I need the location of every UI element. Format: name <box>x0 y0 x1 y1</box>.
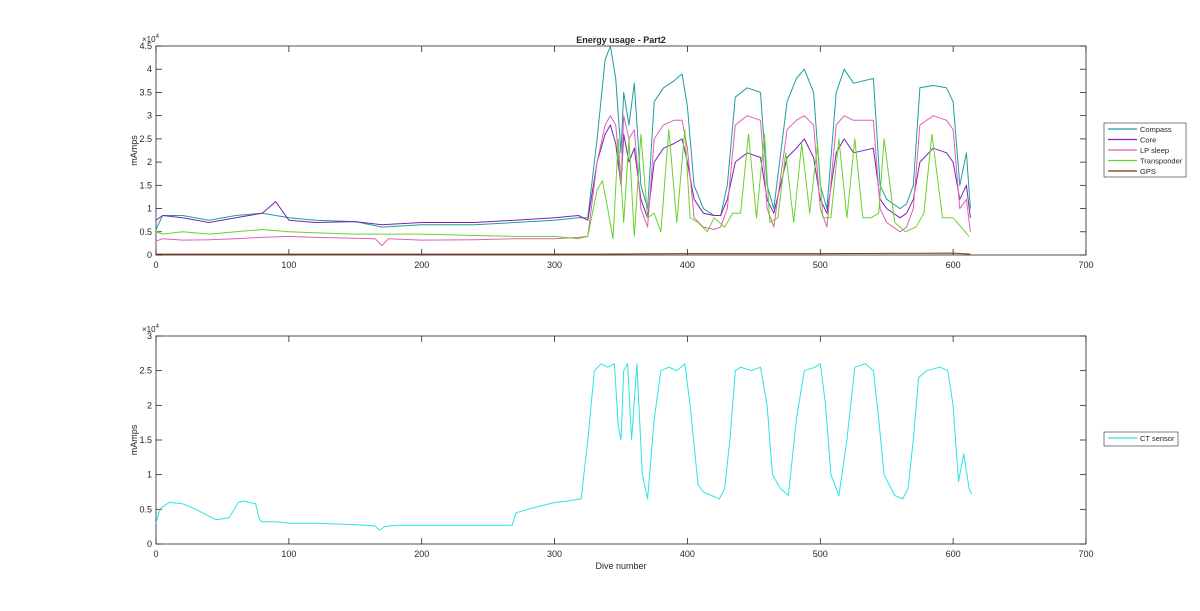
x-tick-label: 100 <box>281 549 296 559</box>
y-tick-label: 0 <box>147 539 152 549</box>
x-tick-label: 700 <box>1078 260 1093 270</box>
y-tick-label: 2 <box>147 400 152 410</box>
legend-label: CT sensor <box>1140 434 1175 443</box>
x-tick-label: 300 <box>547 260 562 270</box>
series-line-compass <box>156 46 971 230</box>
y-exponent-label: ×104 <box>142 324 160 334</box>
x-tick-label: 200 <box>414 549 429 559</box>
legend-label: Transponder <box>1140 157 1183 166</box>
y-exponent-power: 4 <box>156 324 160 330</box>
y-tick-label: 2 <box>147 157 152 167</box>
legend-label: Core <box>1140 136 1156 145</box>
x-tick-label: 100 <box>281 260 296 270</box>
legend: CT sensor <box>1103 431 1179 447</box>
chart-title: Energy usage - Part2 <box>576 35 666 45</box>
legend-label: LP sleep <box>1140 146 1169 155</box>
y-tick-label: 0.5 <box>139 504 152 514</box>
y-tick-label: 1.5 <box>139 180 152 190</box>
y-tick-label: 0.5 <box>139 227 152 237</box>
y-tick-label: 2.5 <box>139 366 152 376</box>
y-tick-label: 4 <box>147 64 152 74</box>
series-group <box>156 46 971 255</box>
chart-2: 0 100 200 300 400 500 600 700 0 0.5 1 1.5 2 2.5 3×104 m… <box>129 324 1179 571</box>
x-tick-label: 700 <box>1078 549 1093 559</box>
y-tick-label: 1 <box>147 470 152 480</box>
y-tick-label: 1.5 <box>139 435 152 445</box>
series-line-ct-sensor <box>156 363 973 531</box>
x-tick-label: 600 <box>946 260 961 270</box>
y-tick-label: 1 <box>147 204 152 214</box>
x-tick-label: 400 <box>680 549 695 559</box>
legend-box <box>1103 431 1179 447</box>
y-tick-label: 4.5 <box>139 41 152 51</box>
y-tick-label: 2.5 <box>139 134 152 144</box>
y-tick-label: 3 <box>147 331 152 341</box>
series-line-gps <box>156 252 971 255</box>
y-tick-label: 3.5 <box>139 87 152 97</box>
x-tick-label: 300 <box>547 549 562 559</box>
y-tick-label: 0 <box>147 250 152 260</box>
series-line-lp-sleep <box>156 115 971 247</box>
y-tick-label: 3 <box>147 111 152 121</box>
x-tick-label: 200 <box>414 260 429 270</box>
legend-label: GPS <box>1140 167 1156 176</box>
x-tick-label: 400 <box>680 260 695 270</box>
legend-label: Compass <box>1140 125 1172 134</box>
x-tick-label: 0 <box>153 260 158 270</box>
x-tick-label: 0 <box>153 549 158 559</box>
y-exponent-power: 4 <box>156 34 160 40</box>
series-group <box>156 363 973 531</box>
y-axis-label: mAmps <box>129 424 139 455</box>
chart-1: 0 100 200 300 400 500 600 70000.511.522.533.544… <box>129 34 1187 270</box>
series-line-transponder <box>156 129 970 240</box>
y-exponent-label: ×104 <box>142 34 160 44</box>
y-axis-label: mAmps <box>129 135 139 166</box>
x-tick-label: 600 <box>946 549 961 559</box>
x-tick-label: 500 <box>813 260 828 270</box>
x-tick-label: 500 <box>813 549 828 559</box>
x-axis-label: Dive number <box>595 561 646 571</box>
